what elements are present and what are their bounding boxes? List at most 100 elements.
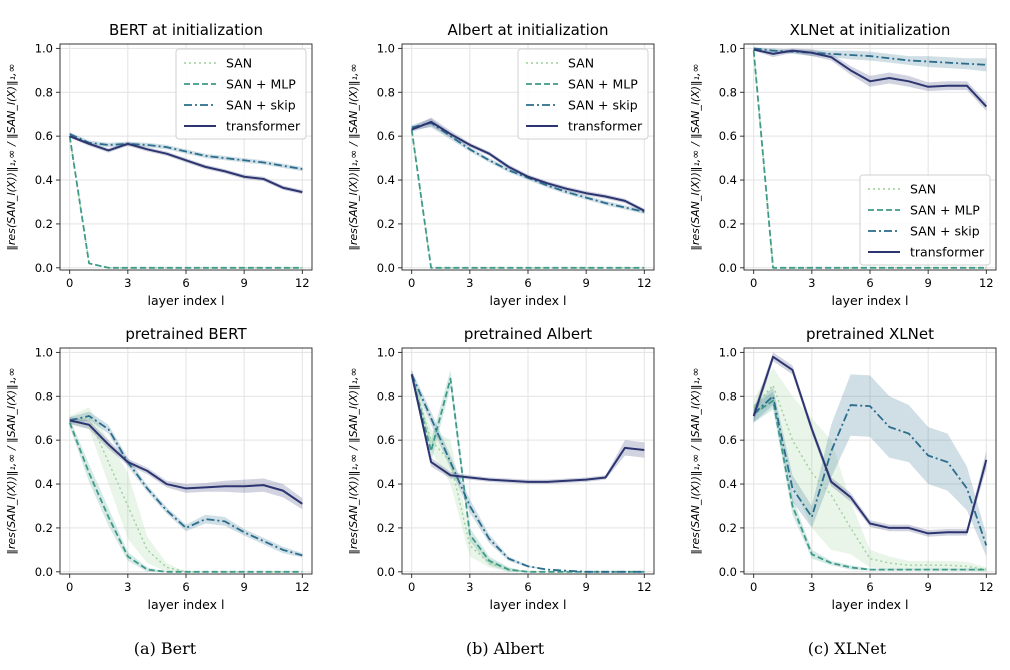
y-tick-label: 1.0 xyxy=(35,345,53,359)
x-tick-label: 6 xyxy=(182,276,189,290)
y-tick-label: 0.4 xyxy=(719,477,737,491)
panel-title: pretrained XLNet xyxy=(806,325,934,343)
band-san xyxy=(69,407,303,572)
y-tick-label: 1.0 xyxy=(719,41,737,55)
x-tick-label: 6 xyxy=(524,276,531,290)
y-tick-label: 0.6 xyxy=(35,433,53,447)
x-axis-label: layer index l xyxy=(832,293,909,308)
series-line-san-skip xyxy=(69,415,303,557)
series-line-transformer xyxy=(410,374,645,483)
series-line-transformer xyxy=(752,355,988,535)
x-tick-label: 12 xyxy=(295,276,310,290)
y-tick-label: 0.6 xyxy=(719,433,737,447)
legend-label-san-mlp: SAN + MLP xyxy=(910,203,980,218)
legend-label-san-mlp: SAN + MLP xyxy=(226,77,296,92)
x-tick-label: 3 xyxy=(124,580,131,594)
x-tick-label: 9 xyxy=(924,580,931,594)
x-axis-label: layer index l xyxy=(148,293,225,308)
y-axis-label: ‖res(SAN_l(X))‖₁,∞ / ‖SAN_l(X)‖₁,∞ xyxy=(689,367,702,554)
y-tick-label: 0.8 xyxy=(377,85,395,99)
legend-label-transformer: transformer xyxy=(910,245,985,260)
y-tick-label: 1.0 xyxy=(377,41,395,55)
y-axis-label: ‖res(SAN_l(X))‖₁,∞ / ‖SAN_l(X)‖₁,∞ xyxy=(5,63,18,250)
y-tick-label: 1.0 xyxy=(35,41,53,55)
x-tick-label: 12 xyxy=(637,276,652,290)
panel-5: 0 3 6 9 12 0.0 0.2 0.4 0.6 0.8 1.0 pretrained Alber… xyxy=(347,325,655,612)
x-tick-label: 12 xyxy=(979,580,994,594)
y-tick-label: 0.2 xyxy=(377,521,395,535)
y-tick-label: 0.2 xyxy=(719,217,737,231)
x-tick-label: 6 xyxy=(524,580,531,594)
legend-box xyxy=(175,48,307,140)
x-tick-label: 9 xyxy=(582,276,589,290)
y-tick-label: 0.0 xyxy=(377,261,395,275)
y-tick-label: 0.6 xyxy=(719,129,737,143)
y-tick-label: 1.0 xyxy=(719,345,737,359)
x-axis-label: layer index l xyxy=(490,293,567,308)
legend-label-san: SAN xyxy=(226,56,252,71)
y-tick-label: 0.8 xyxy=(719,389,737,403)
band-san-skip xyxy=(753,374,987,557)
x-tick-label: 3 xyxy=(124,276,131,290)
x-axis-label: layer index l xyxy=(832,597,909,612)
series-line-san-mlp xyxy=(753,399,987,571)
y-axis-label: ‖res(SAN_l(X))‖₁,∞ / ‖SAN_l(X)‖₁,∞ xyxy=(5,367,18,554)
x-tick-label: 9 xyxy=(240,580,247,594)
legend-label-san-skip: SAN + skip xyxy=(568,98,638,113)
band-transformer xyxy=(411,117,645,213)
legend-label-san: SAN xyxy=(910,182,936,197)
legend: SAN SAN + MLP SAN + skip transformer xyxy=(517,48,649,140)
y-axis-label: ‖res(SAN_l(X))‖₁,∞ / ‖SAN_l(X)‖₁,∞ xyxy=(347,367,360,554)
y-tick-label: 0.0 xyxy=(719,261,737,275)
band-san-skip xyxy=(69,411,303,558)
panel-title: Albert at initialization xyxy=(447,21,608,39)
panel-title: pretrained BERT xyxy=(125,325,247,343)
panel-title: XLNet at initialization xyxy=(790,21,951,39)
series-line-transformer xyxy=(69,419,303,505)
x-tick-label: 0 xyxy=(66,580,73,594)
series-line-san-mlp xyxy=(68,136,303,269)
panel-3: 0 3 6 9 12 0.0 0.2 0.4 0.6 0.8 1.0 XLNet at initial… xyxy=(689,21,997,308)
y-tick-label: 0.6 xyxy=(377,129,395,143)
x-tick-label: 9 xyxy=(924,276,931,290)
series-line-san-skip xyxy=(69,133,303,170)
series-line-transformer xyxy=(69,135,303,194)
x-tick-label: 9 xyxy=(240,276,247,290)
y-tick-label: 0.0 xyxy=(35,565,53,579)
y-axis-label: ‖res(SAN_l(X))‖₁,∞ / ‖SAN_l(X)‖₁,∞ xyxy=(689,63,702,250)
subfigure-caption: (b) Albert xyxy=(466,639,545,658)
subfigure-caption: (c) XLNet xyxy=(808,639,887,658)
series-line-san xyxy=(69,417,303,573)
x-axis-label: layer index l xyxy=(490,597,567,612)
y-tick-label: 0.6 xyxy=(35,129,53,143)
y-tick-label: 0.4 xyxy=(377,477,395,491)
legend-box xyxy=(859,174,991,266)
x-tick-label: 12 xyxy=(295,580,310,594)
series-line-san-mlp xyxy=(410,129,645,269)
panel-2: 0 3 6 9 12 0.0 0.2 0.4 0.6 0.8 1.0 Albert at initia… xyxy=(347,21,655,308)
legend-box xyxy=(517,48,649,140)
x-tick-label: 0 xyxy=(408,276,415,290)
y-tick-label: 0.2 xyxy=(377,217,395,231)
y-tick-label: 0.4 xyxy=(377,173,395,187)
series-line-transformer xyxy=(753,48,988,108)
legend-label-transformer: transformer xyxy=(226,119,301,134)
series-line-san-skip xyxy=(411,122,645,213)
band-san-skip xyxy=(411,118,645,215)
series-line-transformer xyxy=(411,120,645,212)
x-axis-label: layer index l xyxy=(148,597,225,612)
y-tick-label: 0.4 xyxy=(719,173,737,187)
y-tick-label: 0.2 xyxy=(35,521,53,535)
band-san xyxy=(753,367,987,572)
legend-label-san: SAN xyxy=(568,56,594,71)
x-tick-label: 12 xyxy=(979,276,994,290)
y-tick-label: 0.6 xyxy=(377,433,395,447)
x-tick-label: 3 xyxy=(808,276,815,290)
x-tick-label: 6 xyxy=(866,276,873,290)
y-axis-label: ‖res(SAN_l(X))‖₁,∞ / ‖SAN_l(X)‖₁,∞ xyxy=(347,63,360,250)
x-tick-label: 0 xyxy=(750,580,757,594)
x-tick-label: 3 xyxy=(808,580,815,594)
x-tick-label: 0 xyxy=(408,580,415,594)
y-tick-label: 0.0 xyxy=(377,565,395,579)
panel-1: 0 3 6 9 12 0.0 0.2 0.4 0.6 0.8 1.0 BERT at initiali… xyxy=(5,21,313,308)
